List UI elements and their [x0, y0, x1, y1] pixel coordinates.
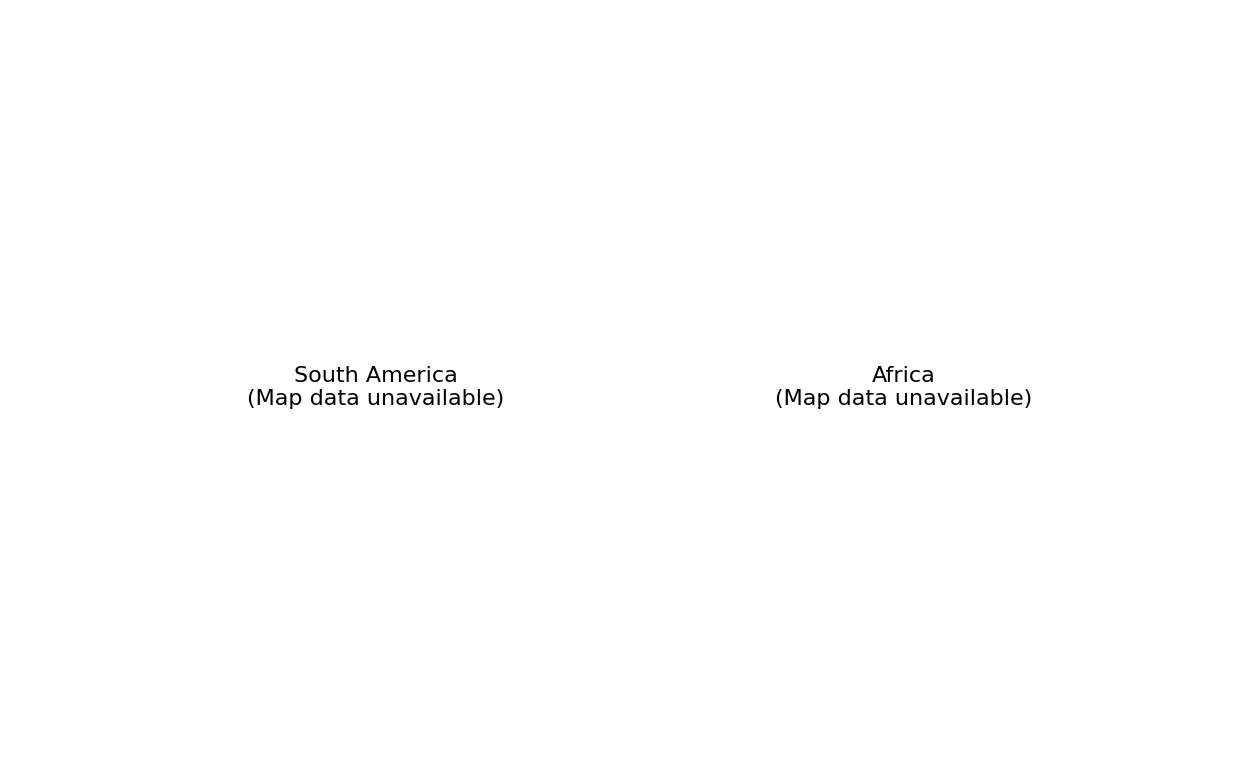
Text: South America
(Map data unavailable): South America (Map data unavailable) — [247, 366, 504, 409]
Text: Africa
(Map data unavailable): Africa (Map data unavailable) — [775, 366, 1032, 409]
